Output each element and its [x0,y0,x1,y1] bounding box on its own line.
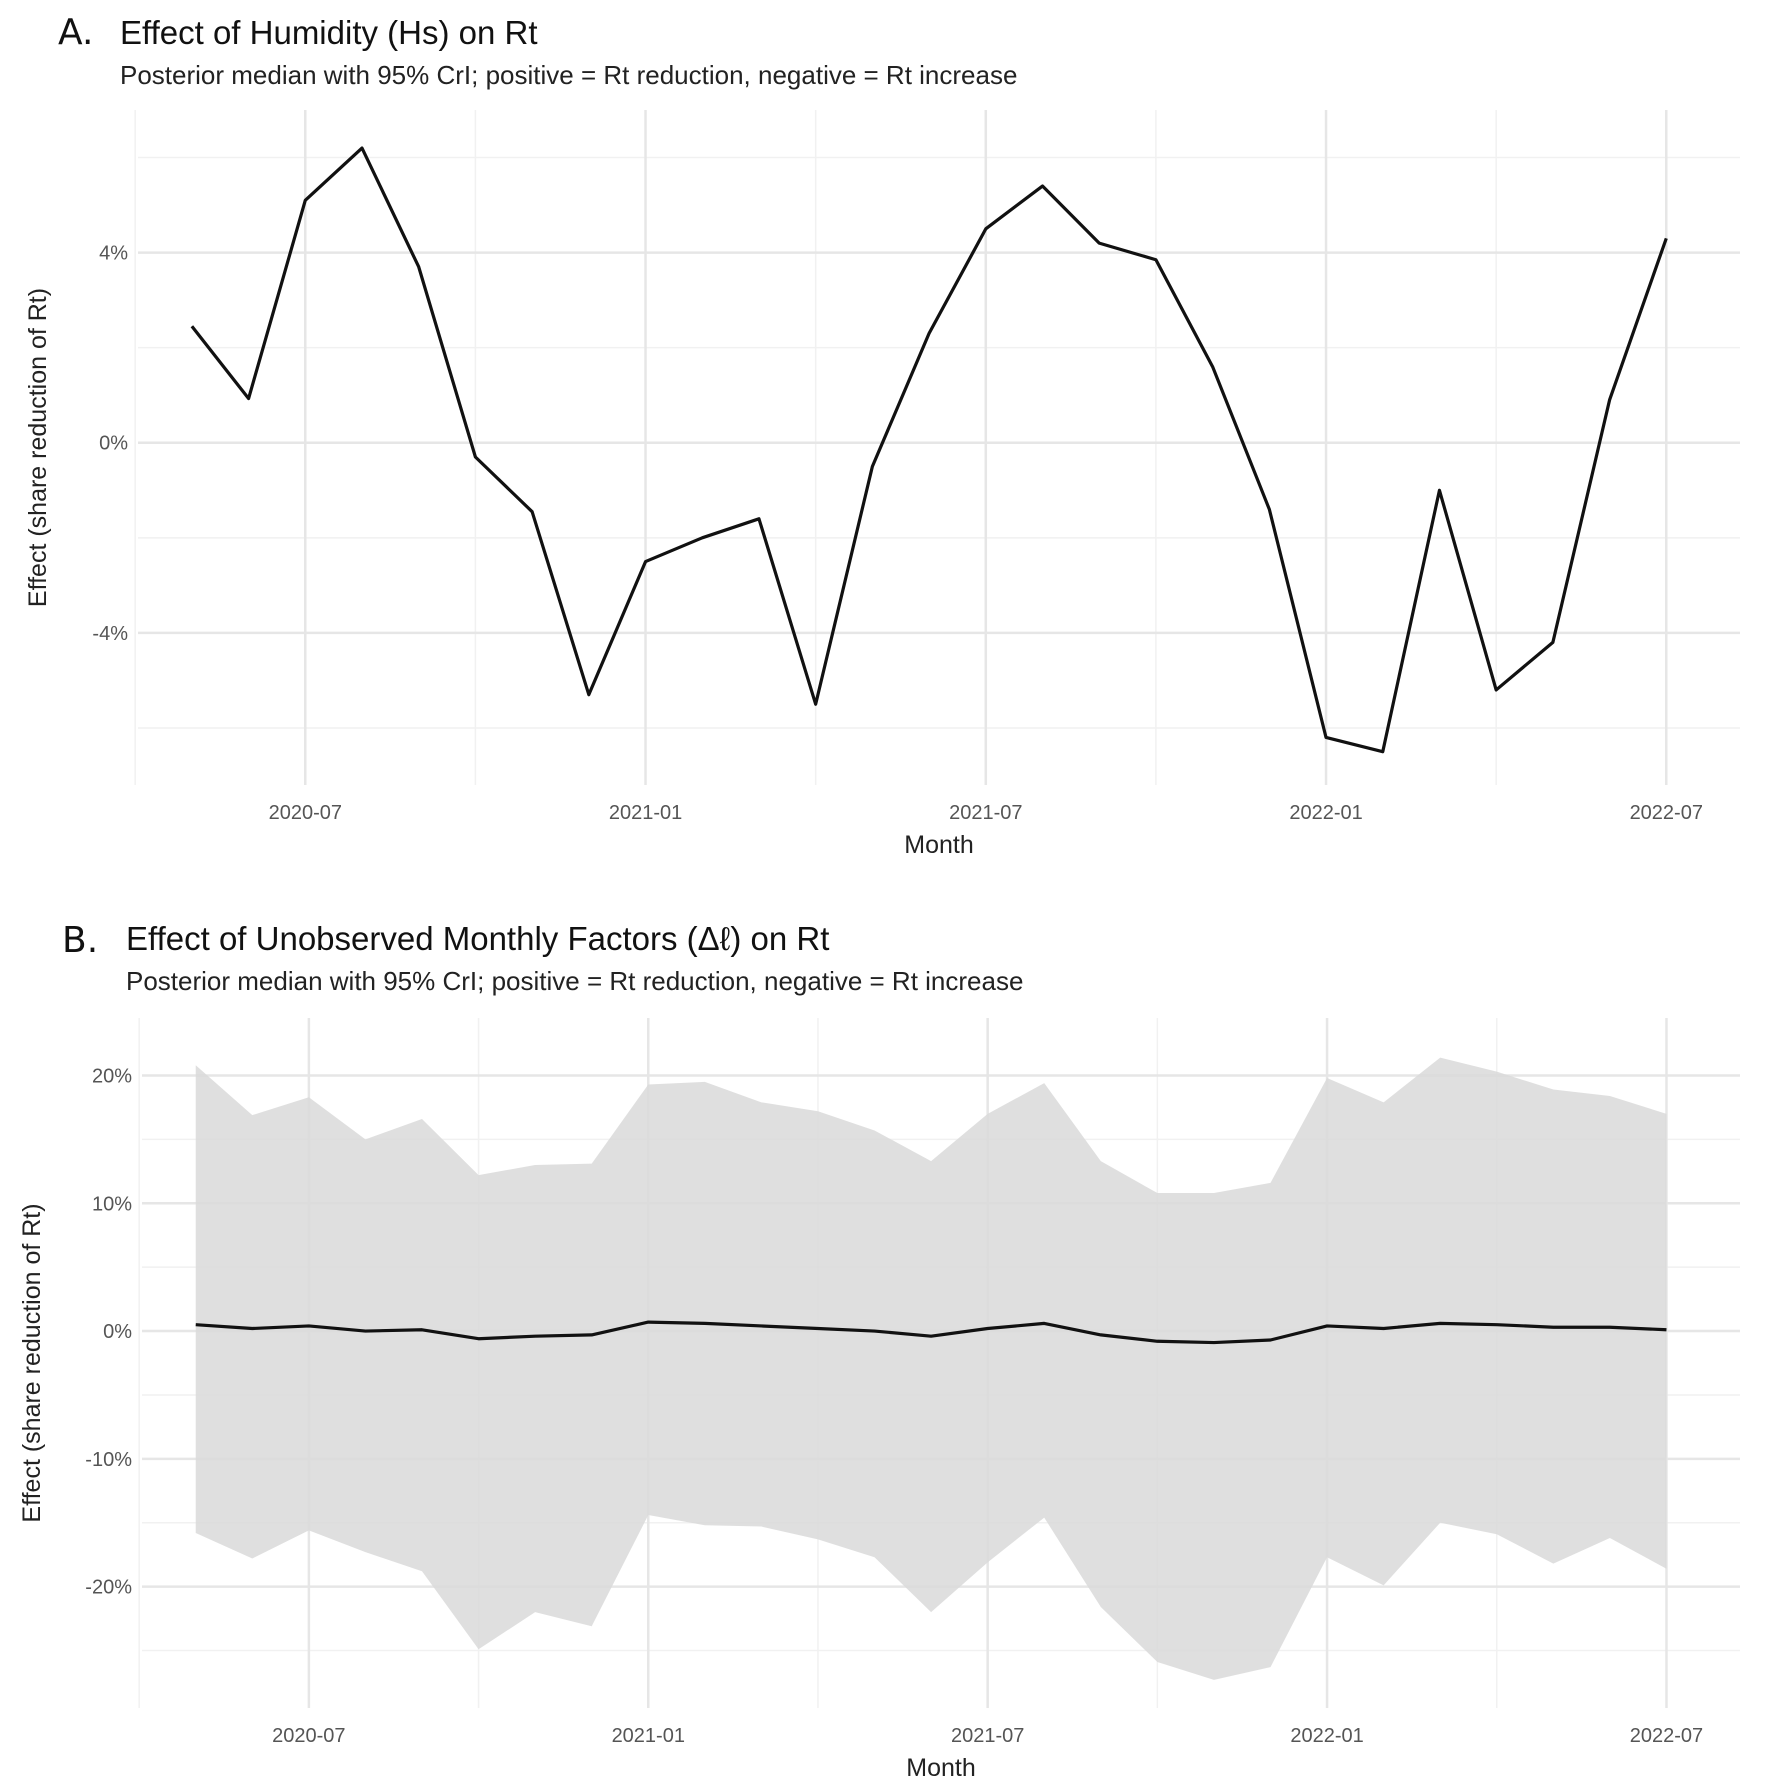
x-tick-label: 2021-01 [609,802,682,824]
credible-interval-ribbon [195,1057,1667,1680]
y-tick-label: 20% [92,1066,132,1088]
x-tick-label: 2020-07 [272,1725,345,1747]
panel-a: A. Effect of Humidity (Hs) on Rt Posteri… [0,0,1784,880]
x-tick-label: 2022-07 [1630,1725,1703,1747]
x-tick-label: 2021-07 [951,1725,1024,1747]
x-tick-label: 2021-01 [612,1725,685,1747]
x-tick-label: 2022-07 [1630,802,1703,824]
y-tick-label: -4% [92,623,128,645]
y-axis-title: Effect (share reduction of Rt) [24,288,52,607]
x-axis-title: Month [904,831,973,859]
y-tick-label: 4% [99,243,128,265]
y-tick-label: 10% [92,1193,132,1215]
x-tick-label: 2022-01 [1290,1725,1363,1747]
median-line [195,1320,1667,1345]
chart-subtitle: Posterior median with 95% CrI; positive … [126,966,1024,996]
y-tick-label: -20% [85,1577,132,1599]
chart-title: Effect of Humidity (Hs) on Rt [120,14,538,51]
chart-title: Effect of Unobserved Monthly Factors (Δℓ… [126,920,830,957]
chart-b-plot: -20% -10% 0% 10% 20% 2020-07 2021-01 2021-07 202… [18,1018,1740,1782]
x-tick-label: 2022-01 [1289,802,1362,824]
panel-b: B. Effect of Unobserved Monthly Factors … [0,900,1784,1787]
panel-letter: B. [62,920,99,961]
chart-subtitle: Posterior median with 95% CrI; positive … [120,60,1018,90]
median-line [190,146,1668,754]
y-tick-label: -10% [85,1449,132,1471]
x-tick-label: 2021-07 [949,802,1022,824]
x-tick-label: 2020-07 [269,802,342,824]
panel-letter: A. [58,12,94,53]
y-tick-label: 0% [103,1321,132,1343]
x-axis-title: Month [906,1754,975,1782]
y-tick-label: 0% [99,433,128,455]
chart-a-plot: -4% 0% 4% 2020-07 2021-01 2021-07 2022-01 2022-… [24,110,1740,859]
y-axis-title: Effect (share reduction of Rt) [18,1203,46,1522]
